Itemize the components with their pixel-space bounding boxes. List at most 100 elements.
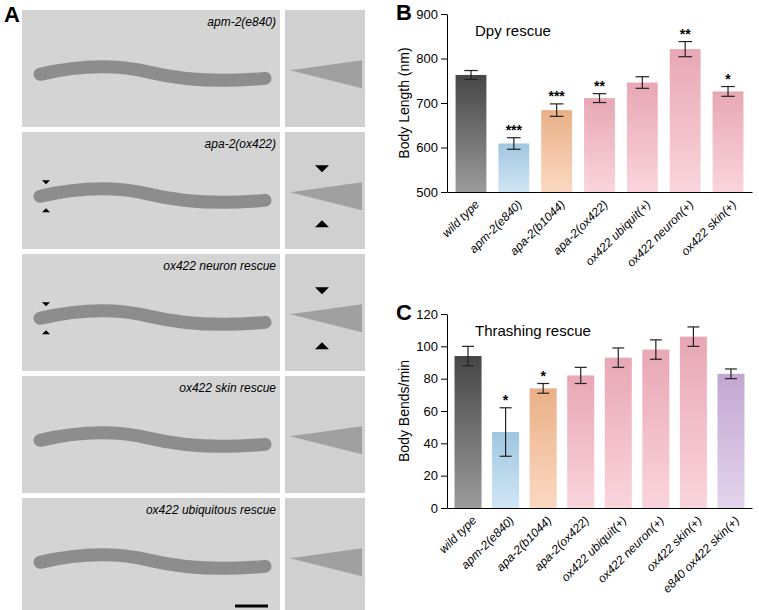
- error-bar-cap: [636, 76, 650, 77]
- error-bar-stem: [693, 327, 694, 346]
- chart: **020406080100120wild typeapm-2(e840)apa…: [396, 300, 753, 596]
- error-bar: [636, 77, 650, 89]
- error-bar-stem: [470, 71, 471, 80]
- error-bar-cap: [575, 367, 587, 368]
- bar: [567, 375, 594, 508]
- error-bar: [678, 42, 692, 57]
- error-bar-stem: [513, 138, 514, 150]
- significance: *: [725, 71, 731, 87]
- micrograph-inset: [285, 132, 365, 249]
- error-bar: [721, 87, 735, 97]
- error-bar-cap: [650, 359, 662, 360]
- tick: ox422 neuron(+): [624, 192, 696, 270]
- tick: wild type: [439, 192, 482, 240]
- y-axis-title: Body Length (nm): [396, 47, 412, 158]
- bar: [584, 98, 615, 192]
- tick-label: 20: [424, 468, 438, 483]
- micrograph: [22, 254, 280, 371]
- image-row: ox422 ubiquitous rescue: [22, 498, 365, 610]
- error-bar-stem: [727, 87, 728, 97]
- tick-label: 80: [424, 371, 438, 386]
- worm: [40, 67, 265, 81]
- scale-bar: [235, 605, 268, 608]
- error-bar: [612, 348, 624, 367]
- chart-title: Thrashing rescue: [475, 322, 591, 339]
- axis-line: [448, 508, 753, 509]
- bar: [541, 110, 572, 192]
- bar: [456, 75, 487, 192]
- micrograph: [22, 10, 280, 127]
- worm: [40, 433, 265, 447]
- error-bar: [650, 340, 662, 359]
- error-bar-cap: [687, 326, 699, 327]
- arrowhead: [315, 220, 329, 227]
- bar: [455, 356, 482, 508]
- image-label: ox422 ubiquitous rescue: [146, 503, 276, 517]
- worm: [40, 311, 265, 325]
- tick-label: wild type: [439, 197, 482, 240]
- error-bar-cap: [462, 346, 474, 347]
- tick: 900: [416, 7, 447, 22]
- image-label: apm-2(e840): [207, 15, 276, 29]
- error-bar-cap: [725, 378, 737, 379]
- error-bar-cap: [550, 116, 564, 117]
- error-bar-cap: [464, 70, 478, 71]
- error-bar-cap: [537, 393, 549, 394]
- chart-title: Dpy rescue: [475, 22, 551, 39]
- tick-label: 800: [416, 51, 438, 66]
- x-axis: wild typeapm-2(e840)apa-2(b1044)apa-2(ox…: [436, 508, 752, 596]
- worm-inset: [290, 304, 362, 332]
- error-bar-stem: [655, 340, 656, 359]
- error-bar-stem: [642, 77, 643, 89]
- bar: [717, 374, 744, 508]
- tick: ox422 ubiquit(+): [559, 508, 630, 584]
- significance: **: [680, 26, 691, 42]
- tick: 80: [424, 371, 447, 386]
- plot-area: [455, 327, 745, 508]
- micrograph-inset: [285, 498, 365, 610]
- tick: 500: [416, 185, 447, 200]
- tick: 20: [424, 468, 447, 483]
- error-bar: [507, 138, 521, 150]
- micrograph-inset: [285, 376, 365, 493]
- micrograph: [22, 498, 280, 610]
- image-row: apa-2(ox422): [22, 132, 365, 249]
- error-bar: [500, 408, 512, 457]
- tick: ox422 neuron(+): [595, 508, 667, 586]
- tick-mark: [441, 14, 447, 15]
- image-label: ox422 skin rescue: [179, 381, 276, 395]
- tick-mark: [441, 148, 447, 149]
- tick: 0: [431, 501, 447, 516]
- tick-label: ox422 neuron(+): [624, 197, 696, 269]
- arrowhead: [42, 302, 50, 306]
- significance: *: [503, 392, 509, 408]
- tick-label: e840 ox422 skin(+): [660, 513, 742, 595]
- micrograph: [22, 376, 280, 493]
- error-bar-stem: [556, 104, 557, 116]
- tick-mark: [441, 314, 447, 315]
- tick-mark: [441, 59, 447, 60]
- bar: [713, 91, 744, 192]
- error-bar-stem: [543, 384, 544, 394]
- arrowhead: [315, 165, 329, 172]
- error-bar-cap: [650, 339, 662, 340]
- error-bar-cap: [612, 367, 624, 368]
- error-bar-stem: [580, 367, 581, 383]
- tick-label: 700: [416, 96, 438, 111]
- error-bar: [537, 384, 549, 394]
- tick-label: 100: [416, 339, 438, 354]
- tick: 600: [416, 140, 447, 155]
- arrowhead: [315, 287, 329, 294]
- error-bar-cap: [593, 102, 607, 103]
- error-bar: [462, 346, 474, 365]
- error-bar-cap: [464, 79, 478, 80]
- tick-label: 60: [424, 404, 438, 419]
- figure: Aapm-2(e840) apa-2(ox422)ox422 neuron res…: [0, 0, 759, 610]
- error-bar-stem: [685, 42, 686, 57]
- tick: 800: [416, 51, 447, 66]
- tick-label: 500: [416, 185, 438, 200]
- image-row: ox422 neuron rescue: [22, 254, 365, 371]
- panel-label: A: [4, 2, 20, 27]
- bar: [627, 83, 658, 192]
- y-axis-title: Body Bends/min: [396, 360, 412, 462]
